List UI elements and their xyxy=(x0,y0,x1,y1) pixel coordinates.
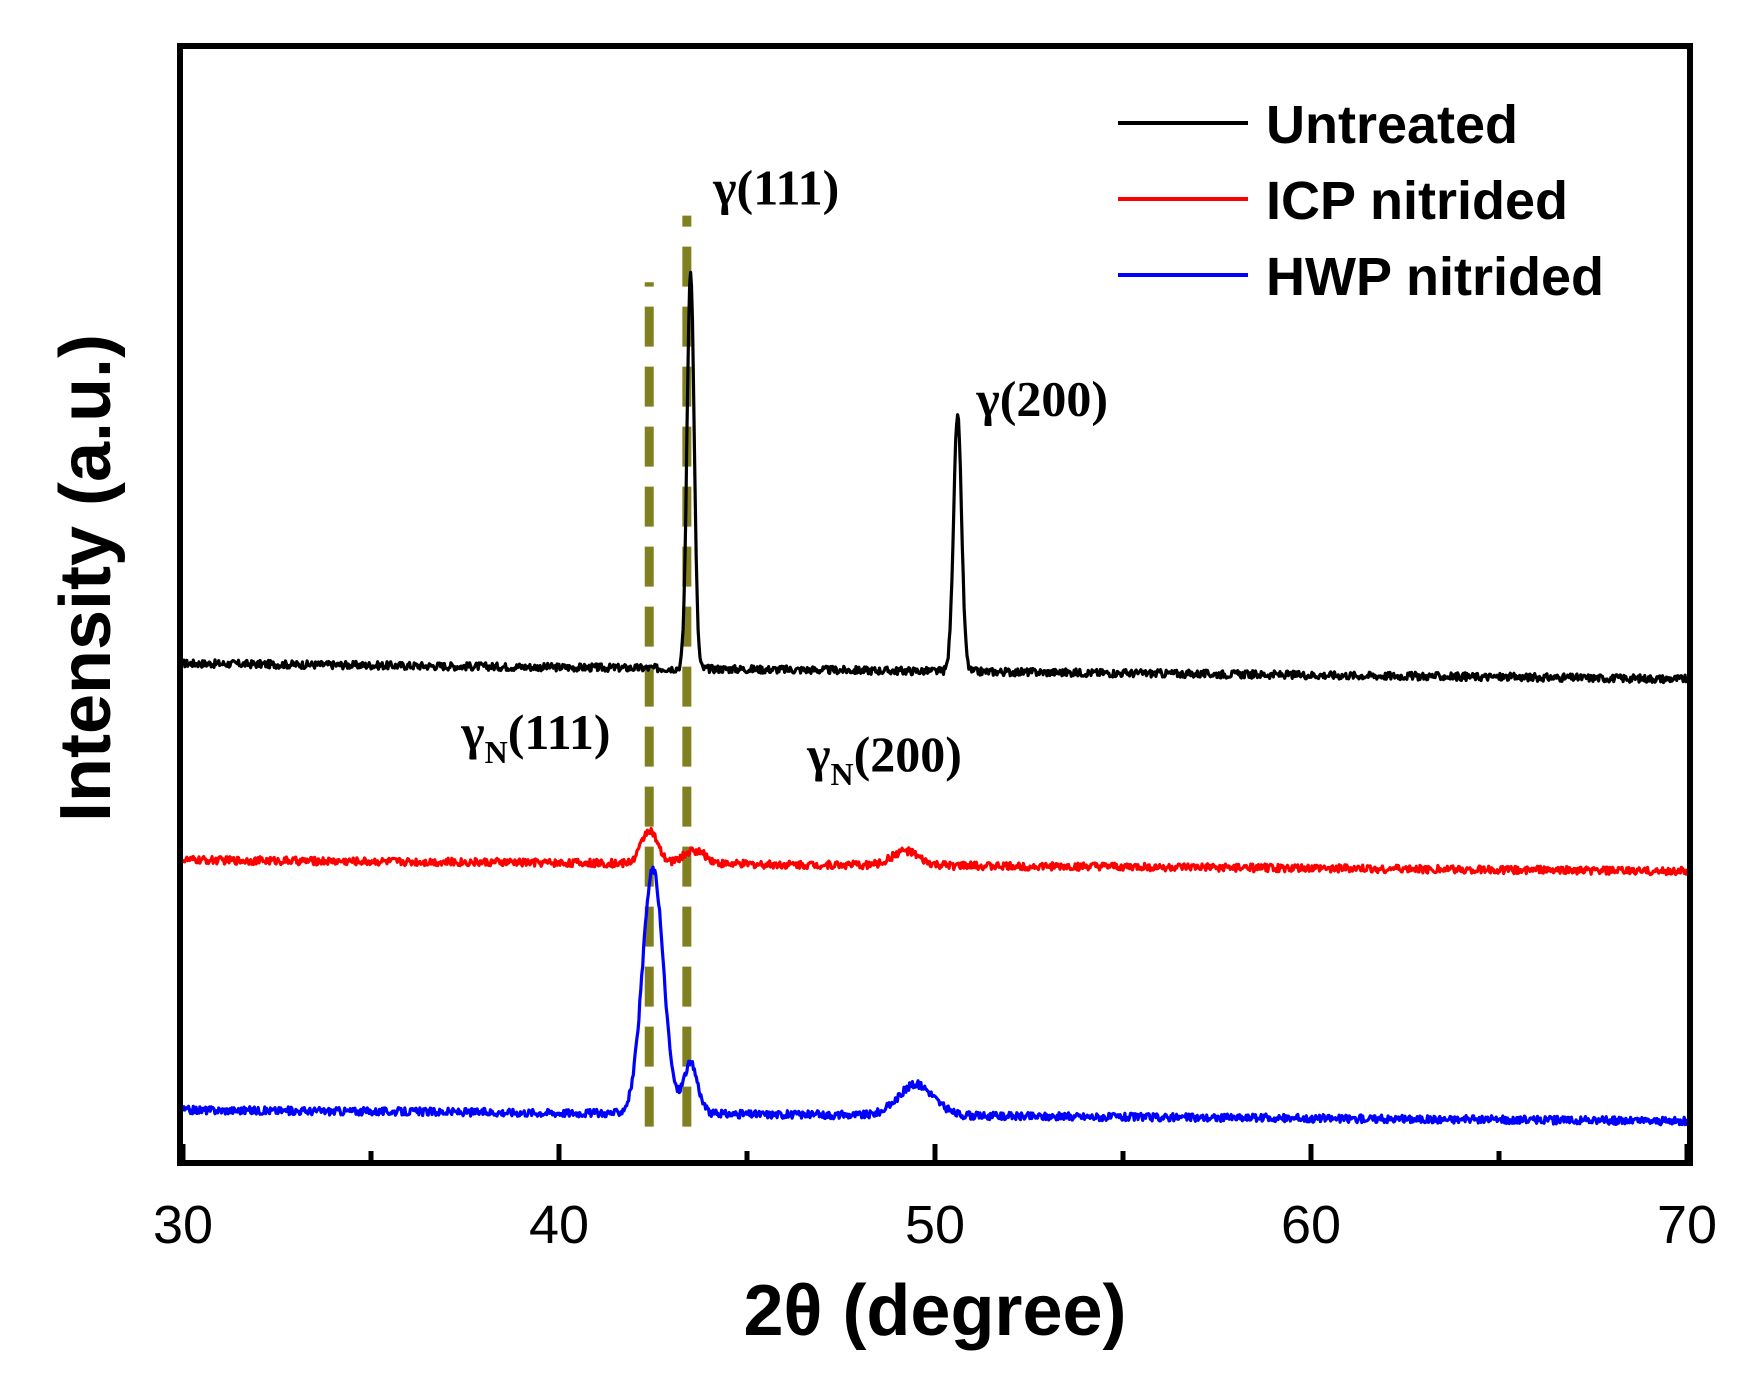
plot-content xyxy=(181,215,1689,1127)
legend-label: ICP nitrided xyxy=(1266,171,1568,231)
series-line-untreated xyxy=(182,270,1689,685)
plot-frame xyxy=(177,43,1693,1166)
legend: Untreated ICP nitrided HWP nitrided xyxy=(1118,95,1604,307)
peak-annotation-4: γN(200) xyxy=(806,726,962,792)
legend-label: Untreated xyxy=(1266,95,1518,155)
peak-annotation-3: γN(111) xyxy=(460,704,610,770)
y-axis-label: Intensity (a.u.) xyxy=(46,334,126,822)
legend-label: HWP nitrided xyxy=(1266,247,1604,307)
x-tick-label: 30 xyxy=(153,1195,213,1255)
series-line-icp-nitrided xyxy=(181,826,1689,877)
x-tick-label: 60 xyxy=(1281,1195,1341,1255)
x-axis-label: 2θ (degree) xyxy=(743,1271,1126,1351)
x-tick-label: 40 xyxy=(529,1195,589,1255)
x-tick-label: 50 xyxy=(905,1195,965,1255)
peak-annotation-1: γ(111) xyxy=(712,160,839,216)
peak-annotation-2: γ(200) xyxy=(975,371,1108,427)
series-line-hwp-nitrided xyxy=(181,865,1689,1127)
axes: 30 40 50 60 70 xyxy=(153,1144,1717,1255)
x-tick-label: 70 xyxy=(1657,1195,1717,1255)
annotations: γ(111) γ(200) γN(111) γN(200) xyxy=(460,160,1108,793)
